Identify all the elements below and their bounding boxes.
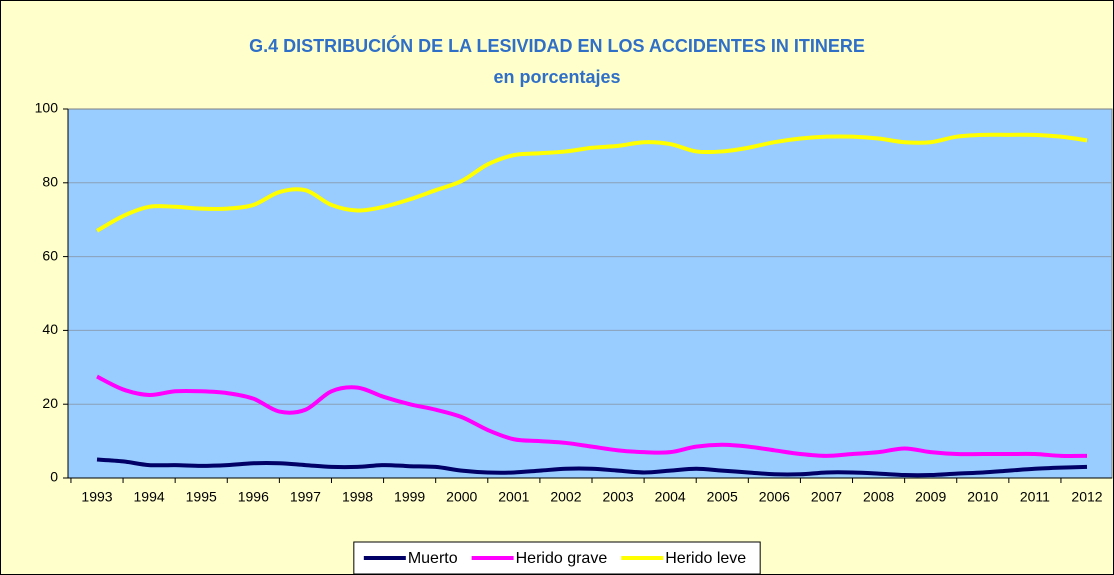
x-tick-label: 2004 [655,489,686,505]
x-tick-label: 2011 [1020,489,1050,505]
x-tick-label: 2002 [550,489,581,505]
line-series [96,374,1088,458]
x-tick-label: 2010 [967,489,998,505]
x-tick-label: 2001 [498,489,529,505]
x-tick-label: 1998 [342,489,373,505]
x-tick-label: 2009 [915,489,946,505]
y-tick-label: 0 [50,469,58,485]
chart-subtitle: en porcentajes [493,67,620,87]
x-tick-label: 2008 [863,489,894,505]
x-tick-label: 2003 [602,489,633,505]
x-tick-label: 2012 [1071,489,1102,505]
y-tick-label: 100 [35,100,59,116]
x-tick-label: 2007 [811,489,842,505]
legend-label: Muerto [408,550,458,567]
y-tick-label: 80 [42,174,58,190]
x-tick-label: 2006 [759,489,790,505]
legend-label: Herido leve [665,550,746,567]
line-series [96,457,1088,478]
line-series [96,132,1088,233]
legend-label: Herido grave [516,550,608,567]
chart-title: G.4 DISTRIBUCIÓN DE LA LESIVIDAD EN LOS … [249,35,865,56]
x-tick-label: 1999 [394,489,425,505]
x-tick-label: 1995 [186,489,217,505]
x-tick-label: 2000 [446,489,477,505]
x-tick-label: 1994 [134,489,165,505]
x-tick-label: 1993 [81,489,112,505]
plot-area [67,108,1113,479]
y-tick-label: 20 [42,395,58,411]
x-tick-label: 1997 [290,489,321,505]
x-tick-label: 1996 [238,489,269,505]
y-tick-label: 60 [42,247,58,263]
y-tick-label: 40 [42,321,58,337]
legend [353,541,761,575]
x-tick-label: 2005 [707,489,738,505]
